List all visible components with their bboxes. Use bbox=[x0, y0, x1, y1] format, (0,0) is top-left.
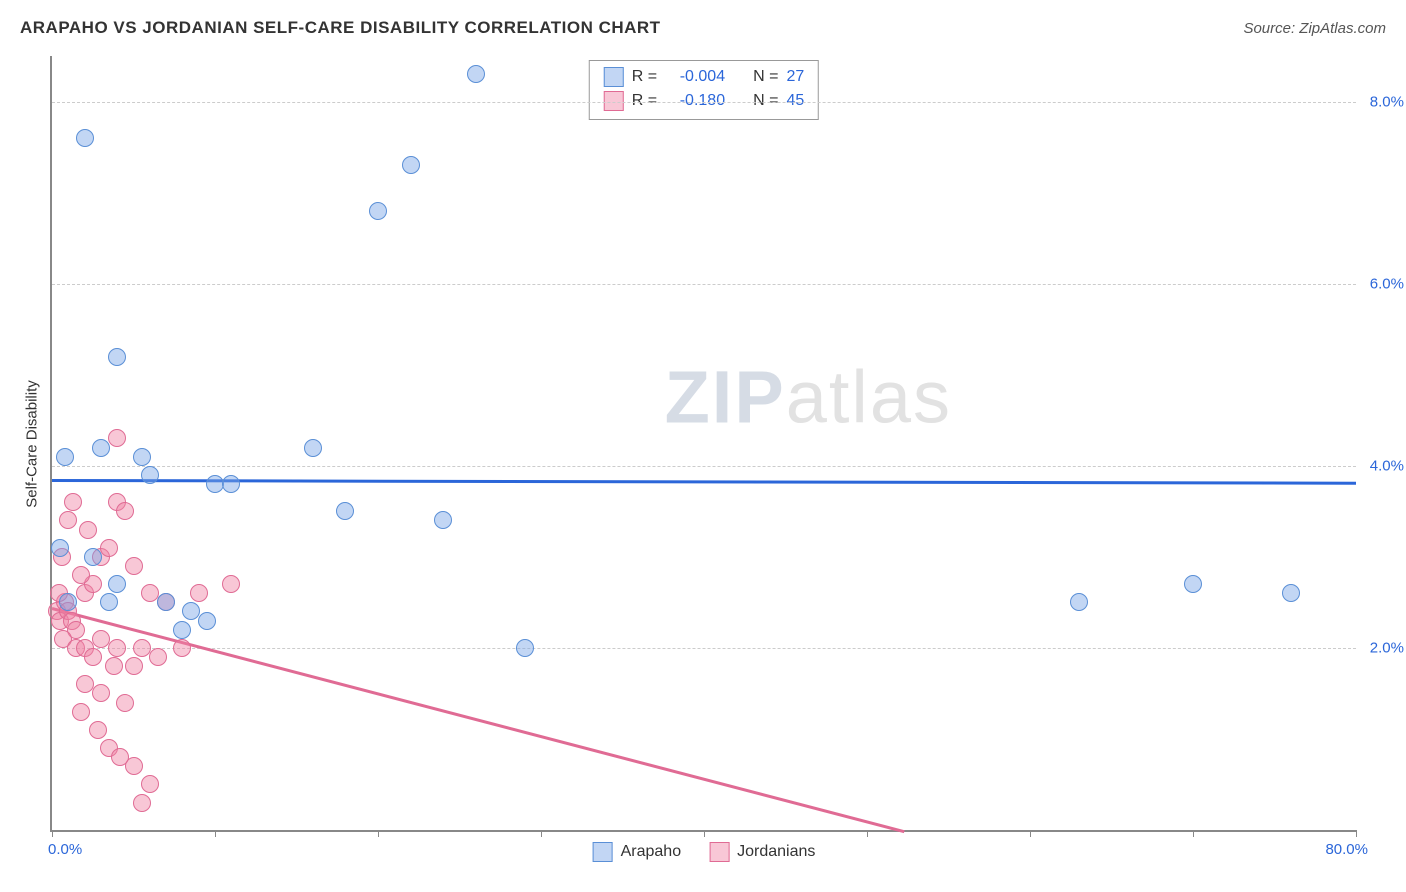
y-axis-tick-label: 6.0% bbox=[1370, 275, 1404, 292]
data-point-arapaho bbox=[1184, 575, 1202, 593]
data-point-jordanian bbox=[173, 639, 191, 657]
x-axis-tick bbox=[541, 830, 542, 837]
data-point-jordanian bbox=[100, 539, 118, 557]
data-point-jordanian bbox=[141, 775, 159, 793]
data-point-arapaho bbox=[206, 475, 224, 493]
data-point-jordanian bbox=[222, 575, 240, 593]
data-point-jordanian bbox=[108, 639, 126, 657]
data-point-arapaho bbox=[173, 621, 191, 639]
data-point-jordanian bbox=[89, 721, 107, 739]
legend-label-arapaho: Arapaho bbox=[621, 843, 682, 861]
data-point-jordanian bbox=[64, 493, 82, 511]
legend-stat-row: R = -0.004 N = 27 bbox=[604, 65, 804, 89]
data-point-jordanian bbox=[59, 511, 77, 529]
data-point-jordanian bbox=[133, 794, 151, 812]
y-axis-tick-label: 4.0% bbox=[1370, 457, 1404, 474]
data-point-jordanian bbox=[116, 694, 134, 712]
chart-title: ARAPAHO VS JORDANIAN SELF-CARE DISABILIT… bbox=[20, 18, 661, 38]
watermark: ZIPatlas bbox=[665, 354, 952, 439]
data-point-jordanian bbox=[105, 657, 123, 675]
x-axis-min-label: 0.0% bbox=[48, 841, 82, 858]
data-point-jordanian bbox=[84, 648, 102, 666]
data-point-jordanian bbox=[79, 521, 97, 539]
data-point-jordanian bbox=[149, 648, 167, 666]
data-point-arapaho bbox=[133, 448, 151, 466]
data-point-jordanian bbox=[92, 684, 110, 702]
data-point-jordanian bbox=[108, 429, 126, 447]
x-axis-tick bbox=[1193, 830, 1194, 837]
data-point-arapaho bbox=[304, 439, 322, 457]
data-point-jordanian bbox=[111, 748, 129, 766]
legend-label-jordanian: Jordanians bbox=[737, 843, 815, 861]
data-point-arapaho bbox=[402, 156, 420, 174]
scatter-plot-area: ZIPatlas R =-0.004N =27R =-0.180N =45 Ar… bbox=[50, 56, 1356, 832]
watermark-zip: ZIP bbox=[665, 355, 786, 438]
data-point-jordanian bbox=[116, 502, 134, 520]
data-point-arapaho bbox=[51, 539, 69, 557]
data-point-arapaho bbox=[141, 466, 159, 484]
data-point-arapaho bbox=[467, 65, 485, 83]
gridline-h bbox=[52, 648, 1356, 649]
data-point-arapaho bbox=[100, 593, 118, 611]
legend-swatch-arapaho bbox=[593, 842, 613, 862]
data-point-jordanian bbox=[125, 557, 143, 575]
data-point-arapaho bbox=[108, 348, 126, 366]
data-point-arapaho bbox=[1282, 584, 1300, 602]
y-axis-tick-label: 2.0% bbox=[1370, 639, 1404, 656]
data-point-jordanian bbox=[133, 639, 151, 657]
data-point-jordanian bbox=[125, 657, 143, 675]
data-point-arapaho bbox=[76, 129, 94, 147]
data-point-arapaho bbox=[157, 593, 175, 611]
x-axis-tick bbox=[1356, 830, 1357, 837]
gridline-h bbox=[52, 102, 1356, 103]
data-point-jordanian bbox=[92, 630, 110, 648]
legend-item-jordanian: Jordanians bbox=[709, 842, 815, 862]
x-axis-tick bbox=[1030, 830, 1031, 837]
gridline-h bbox=[52, 466, 1356, 467]
watermark-atlas: atlas bbox=[786, 355, 952, 438]
x-axis-tick bbox=[52, 830, 53, 837]
y-axis-title: Self-Care Disability bbox=[24, 380, 41, 508]
data-point-arapaho bbox=[92, 439, 110, 457]
data-point-arapaho bbox=[1070, 593, 1088, 611]
source-attribution: Source: ZipAtlas.com bbox=[1243, 20, 1386, 37]
legend-r-label: R = bbox=[632, 65, 657, 89]
trend-line-arapaho bbox=[52, 479, 1356, 485]
data-point-arapaho bbox=[336, 502, 354, 520]
data-point-arapaho bbox=[222, 475, 240, 493]
legend-item-arapaho: Arapaho bbox=[593, 842, 682, 862]
x-axis-tick bbox=[378, 830, 379, 837]
series-legend: Arapaho Jordanians bbox=[593, 842, 816, 862]
data-point-jordanian bbox=[141, 584, 159, 602]
data-point-arapaho bbox=[434, 511, 452, 529]
data-point-jordanian bbox=[72, 703, 90, 721]
data-point-arapaho bbox=[108, 575, 126, 593]
legend-n-value: 27 bbox=[786, 65, 804, 89]
data-point-jordanian bbox=[190, 584, 208, 602]
correlation-legend: R =-0.004N =27R =-0.180N =45 bbox=[589, 60, 819, 120]
data-point-arapaho bbox=[369, 202, 387, 220]
x-axis-tick bbox=[704, 830, 705, 837]
data-point-arapaho bbox=[516, 639, 534, 657]
gridline-h bbox=[52, 284, 1356, 285]
data-point-jordanian bbox=[76, 675, 94, 693]
legend-swatch-jordanian bbox=[709, 842, 729, 862]
data-point-arapaho bbox=[84, 548, 102, 566]
legend-n-label: N = bbox=[753, 65, 778, 89]
y-axis-tick-label: 8.0% bbox=[1370, 93, 1404, 110]
data-point-arapaho bbox=[182, 602, 200, 620]
data-point-arapaho bbox=[56, 448, 74, 466]
legend-r-value: -0.004 bbox=[665, 65, 725, 89]
x-axis-tick bbox=[867, 830, 868, 837]
x-axis-tick bbox=[215, 830, 216, 837]
data-point-arapaho bbox=[59, 593, 77, 611]
data-point-jordanian bbox=[72, 566, 90, 584]
data-point-arapaho bbox=[198, 612, 216, 630]
legend-swatch bbox=[604, 67, 624, 87]
x-axis-max-label: 80.0% bbox=[1325, 841, 1368, 858]
